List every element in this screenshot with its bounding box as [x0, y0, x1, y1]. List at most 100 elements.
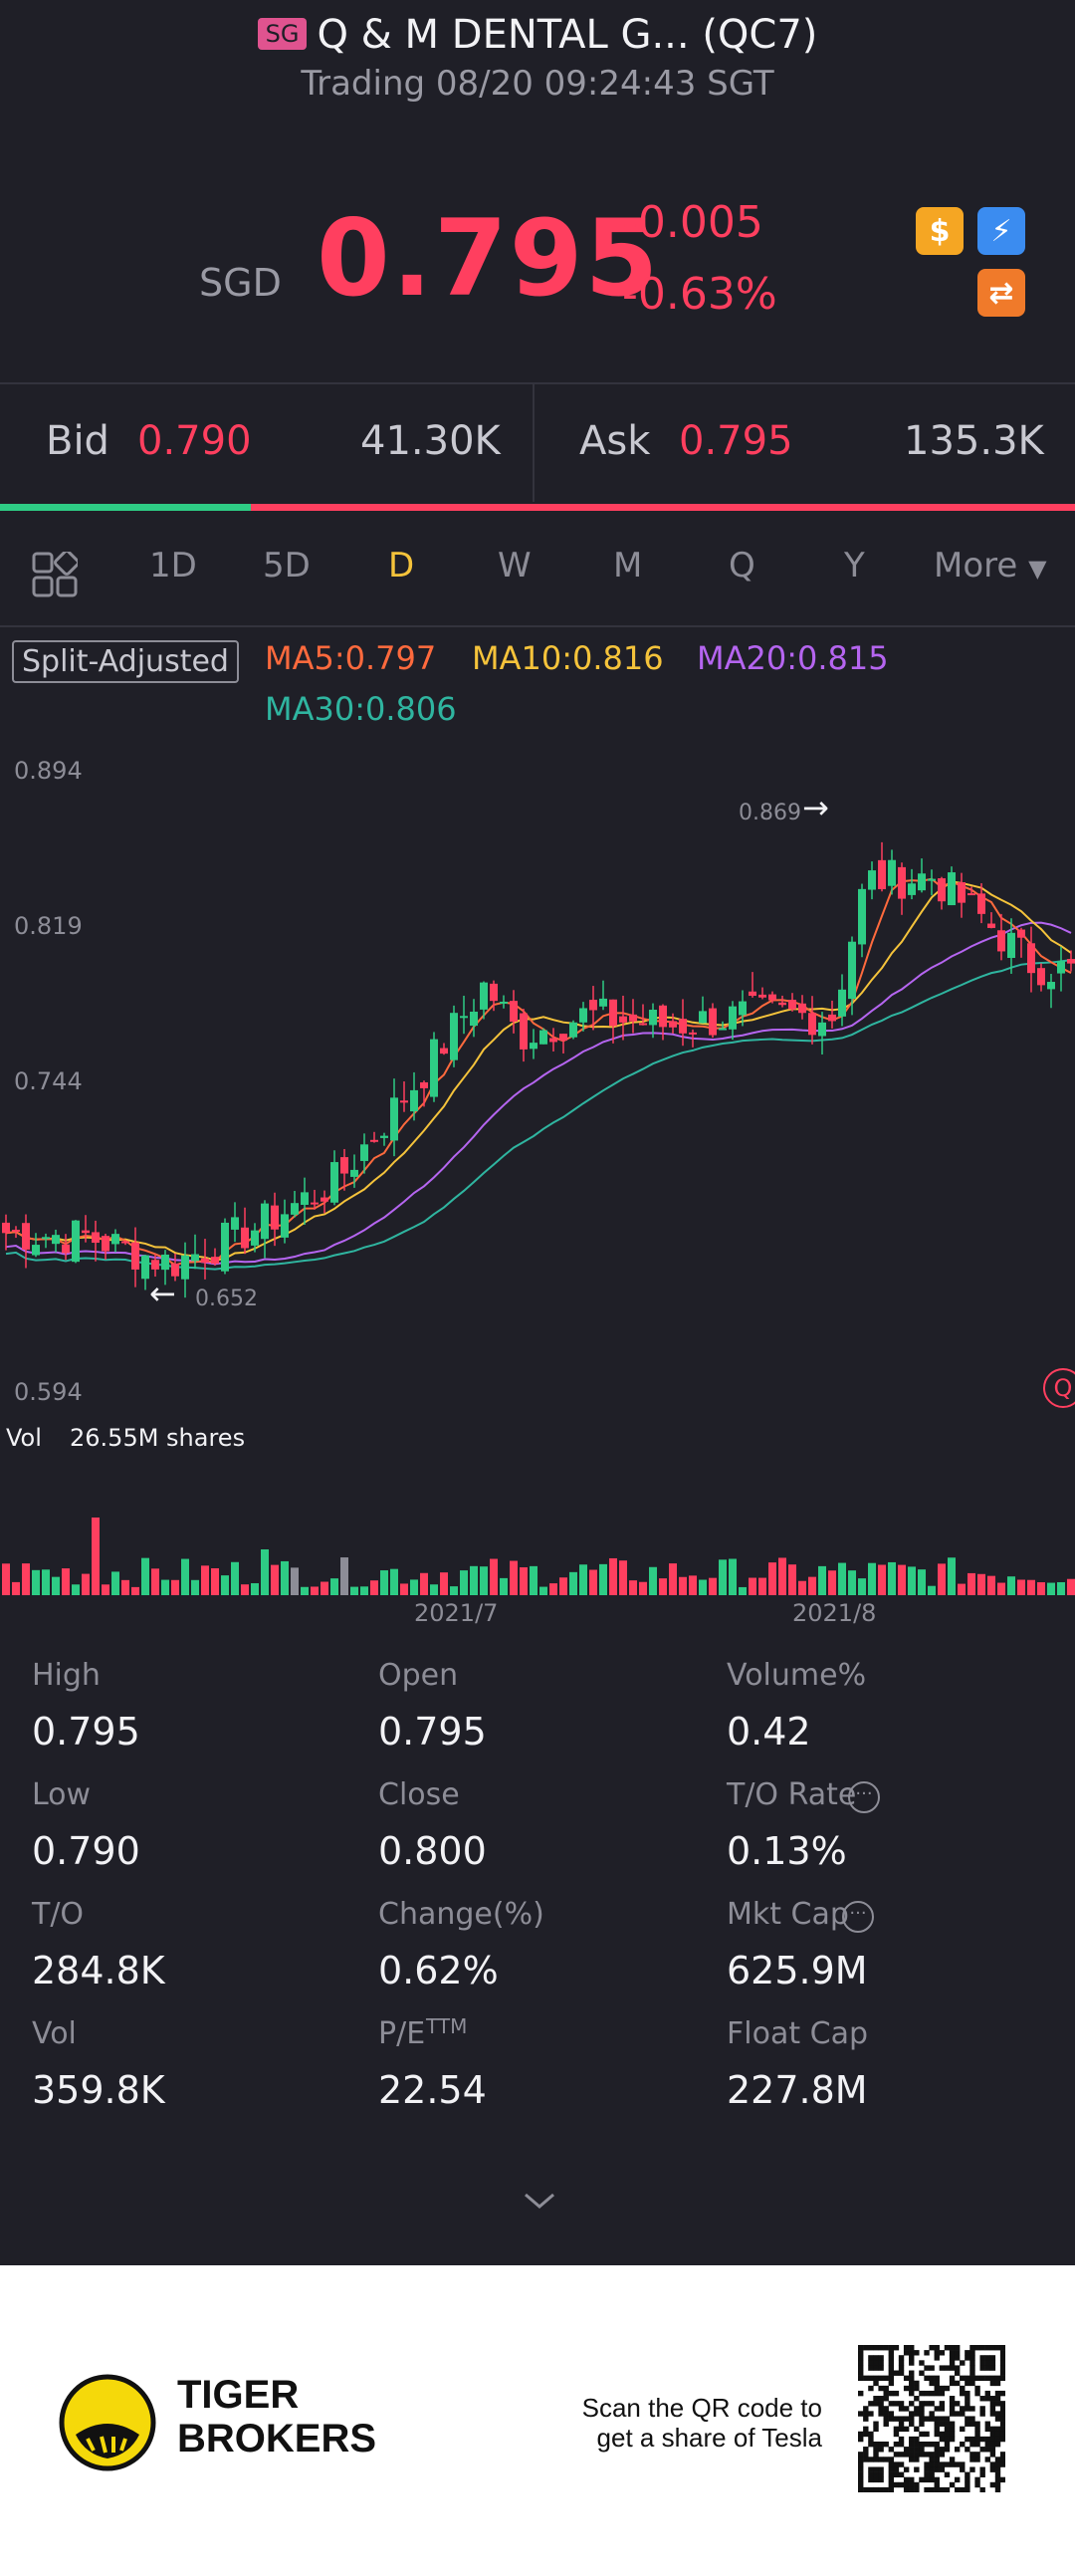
stock-title: Q & M DENTAL G... (QC7)	[317, 12, 818, 58]
volume-bar	[898, 1564, 906, 1595]
volume-bar	[808, 1576, 816, 1595]
candle-body	[52, 1235, 60, 1245]
candle-body	[639, 1023, 647, 1026]
candle-body	[719, 1028, 727, 1031]
candle-body	[42, 1237, 50, 1240]
volume-bar	[181, 1558, 189, 1595]
stat-value-close: 0.800	[378, 1829, 487, 1873]
candle-body	[211, 1257, 219, 1265]
candle-body	[380, 1135, 388, 1138]
quote-marker-icon[interactable]: Q	[1043, 1368, 1075, 1408]
tab-1d[interactable]: 1D	[149, 546, 197, 585]
candle-body	[868, 870, 876, 890]
candle-body	[141, 1255, 149, 1280]
candle-body	[251, 1230, 259, 1246]
volume-bar	[440, 1572, 448, 1595]
candle-body	[490, 983, 498, 1002]
candle-body	[828, 1014, 836, 1022]
candle-body	[350, 1169, 358, 1177]
candle-body	[500, 1001, 508, 1004]
qr-code-icon[interactable]	[858, 2345, 1005, 2492]
candle-body	[430, 1039, 438, 1097]
candlestick-chart[interactable]: 0.894 0.819 0.744 0.594 0.869 → ← 0.652 …	[0, 737, 1075, 1627]
stock-title-row[interactable]: SG Q & M DENTAL G... (QC7)	[0, 12, 1075, 58]
candle-body	[301, 1192, 309, 1205]
market-badge: SG	[257, 18, 308, 50]
tab-d[interactable]: D	[388, 546, 415, 585]
volume-bar	[52, 1576, 60, 1595]
candle-body	[321, 1197, 328, 1202]
more-info-icon[interactable]: ···	[848, 1781, 880, 1813]
tab-y[interactable]: Y	[844, 546, 865, 585]
trading-status: Trading 08/20 09:24:43 SGT	[301, 64, 774, 104]
candle-body	[181, 1255, 189, 1280]
more-info-icon[interactable]: ···	[842, 1901, 874, 1933]
stat-label-open: Open	[378, 1658, 459, 1693]
volume-bar	[639, 1581, 647, 1595]
candle-body	[131, 1242, 139, 1270]
split-adjusted-button[interactable]: Split-Adjusted	[12, 640, 239, 683]
ma5-line	[5, 877, 1072, 1267]
candle-body	[1067, 959, 1075, 964]
volume-bar	[231, 1561, 239, 1595]
volume-bar	[360, 1586, 368, 1595]
candle-body	[649, 1010, 657, 1026]
candle-body	[470, 1011, 478, 1027]
volume-bar	[111, 1571, 119, 1595]
volume-bar	[450, 1586, 458, 1595]
candle-body	[340, 1157, 348, 1174]
tab-5d[interactable]: 5D	[263, 546, 311, 585]
candle-body	[151, 1260, 159, 1270]
swap-icon[interactable]: ⇄	[977, 269, 1025, 317]
volume-bar	[958, 1583, 966, 1595]
ma30-line	[5, 959, 1072, 1271]
candle-body	[72, 1220, 80, 1263]
volume-bar	[201, 1565, 209, 1595]
stat-label-t-o: T/O	[32, 1897, 85, 1932]
volume-bar	[370, 1580, 378, 1595]
stat-label-high: High	[32, 1658, 101, 1693]
volume-bar	[1047, 1582, 1055, 1595]
high-annotation: 0.869	[739, 801, 801, 825]
volume-bar	[430, 1584, 438, 1595]
candle-body	[997, 930, 1005, 952]
chevron-down-icon[interactable]	[524, 2191, 555, 2215]
stat-label-float-cap: Float Cap	[727, 2016, 869, 2051]
dollar-icon[interactable]: $	[916, 207, 964, 255]
tab-more[interactable]: More ▼	[934, 546, 1047, 585]
volume-bar	[221, 1575, 229, 1595]
volume-bar	[102, 1584, 109, 1595]
volume-bar	[510, 1560, 518, 1595]
currency-label: SGD	[199, 261, 282, 305]
tab-more-label: More	[934, 546, 1018, 585]
volume-bar	[659, 1578, 667, 1595]
tab-m[interactable]: M	[613, 546, 643, 585]
candle-body	[669, 1021, 677, 1028]
caret-down-icon: ▼	[1028, 555, 1047, 583]
ask-size: 135.3K	[904, 418, 1044, 464]
volume-bar	[569, 1571, 577, 1595]
bid-label: Bid	[46, 418, 109, 464]
tab-q[interactable]: Q	[729, 546, 755, 585]
candle-body	[460, 1016, 468, 1019]
candle-body	[400, 1100, 408, 1103]
candle-body	[699, 1011, 707, 1024]
volume-bar	[490, 1558, 498, 1595]
stat-label-t-o-rate: T/O Rate	[727, 1777, 857, 1812]
candle-body	[410, 1089, 418, 1112]
tab-w[interactable]: W	[498, 546, 532, 585]
candle-body	[848, 941, 856, 1000]
volume-bar	[798, 1580, 806, 1595]
stat-value-open: 0.795	[378, 1710, 487, 1754]
volume-bar	[72, 1584, 80, 1595]
volume-bar	[1057, 1581, 1065, 1595]
candle-body	[1007, 932, 1015, 959]
candle-body	[1057, 961, 1065, 974]
volume-bar	[22, 1563, 30, 1595]
grid-layout-icon[interactable]	[32, 550, 80, 601]
volume-bar	[211, 1567, 219, 1595]
candle-body	[579, 1008, 587, 1023]
lightning-icon[interactable]: ⚡	[977, 207, 1025, 255]
bid-ask-separator	[533, 382, 535, 502]
candle-body	[659, 1005, 667, 1028]
